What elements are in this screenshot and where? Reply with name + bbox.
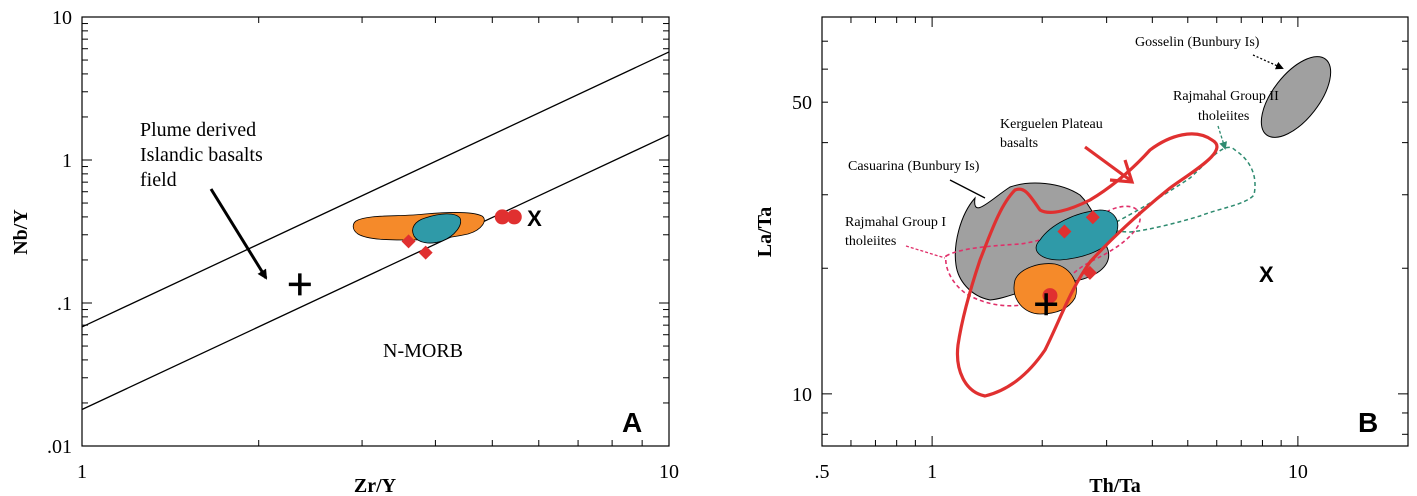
panel-b-marks: X	[1035, 210, 1274, 316]
teal-field	[412, 213, 462, 244]
y-tick-label: 1	[62, 150, 72, 172]
casuarina-arrow	[949, 179, 986, 199]
rajmahal-1-line-2: tholeiites	[845, 234, 896, 249]
plume-field-label: Plume derived Islandic basalts field	[140, 119, 268, 191]
panel-b-ylabel: La/Ta	[754, 207, 776, 257]
y-tick-label: 50	[792, 92, 812, 114]
panel-a: 1 10 10 1 .1 .01 Plume derived Islandic basal…	[10, 7, 679, 496]
plume-field-line-1: Plume derived	[140, 119, 256, 141]
diamond-point	[1057, 224, 1072, 239]
diamond-point	[418, 245, 433, 260]
x-point-label: X	[1259, 262, 1274, 287]
x-tick-label: 1	[77, 461, 87, 483]
y-tick-label: .01	[47, 436, 72, 458]
kerguelen-label: Kerguelen Plateau basalts	[1000, 117, 1106, 151]
x-tick-label: 10	[659, 461, 679, 483]
gosselin-field	[1260, 56, 1332, 138]
diamond-point	[1082, 265, 1097, 280]
plume-field-arrow	[209, 188, 268, 280]
rajmahal-2-arrow	[1217, 125, 1227, 150]
panel-a-frame	[81, 16, 670, 447]
panel-b-ticks: .5 1 10 50 10	[792, 16, 1409, 483]
plume-field-line-3: field	[140, 169, 177, 191]
panel-b-xlabel: Th/Ta	[1089, 475, 1141, 496]
x-tick-label: .5	[815, 461, 830, 483]
gosselin-arrow	[1252, 54, 1284, 70]
panel-a-ticks: 1 10 10 1 .1 .01	[47, 7, 679, 483]
panel-b-frame	[821, 16, 1409, 447]
rajmahal-2-line-1: Rajmahal Group II	[1173, 89, 1279, 104]
panel-a-label: A	[622, 407, 642, 438]
rajmahal-group-1-field	[945, 205, 1141, 307]
y-tick-label: 10	[792, 384, 812, 406]
panel-a-marks: X	[288, 206, 542, 296]
plus-point	[1035, 293, 1058, 316]
kerguelen-line-1: Kerguelen Plateau	[1000, 117, 1103, 132]
plus-point	[288, 273, 311, 296]
plume-field-line-2: Islandic basalts	[140, 144, 263, 166]
casuarina-label: Casuarina (Bunbury Is)	[848, 159, 980, 174]
orange-field-b	[1013, 263, 1077, 315]
upper-boundary-line	[81, 51, 670, 328]
panel-b-label: B	[1358, 407, 1378, 438]
lower-boundary-line	[81, 134, 670, 411]
circle-point	[494, 209, 510, 225]
gosselin-label: Gosselin (Bunbury Is)	[1135, 35, 1260, 50]
x-tick-label: 1	[927, 461, 937, 483]
kerguelen-arrow-shaft	[1084, 145, 1131, 182]
rajmahal-group-2-field	[1109, 146, 1256, 233]
panel-a-xlabel: Zr/Y	[354, 475, 397, 496]
y-tick-label: .1	[57, 293, 72, 315]
x-tick-label: 10	[1288, 461, 1308, 483]
y-tick-label: 10	[52, 7, 72, 29]
panel-a-ylabel: Nb/Y	[10, 209, 32, 255]
x-point-label: X	[527, 206, 542, 231]
circle-point	[506, 209, 522, 225]
rajmahal-2-line-2: tholeiites	[1198, 109, 1249, 124]
rajmahal-1-pointer	[905, 245, 946, 259]
panel-b: .5 1 10 50 10 Gosselin (Bunbury Is) Casuarin…	[754, 16, 1409, 496]
nmorb-label: N-MORB	[383, 340, 463, 362]
diamond-point	[1085, 210, 1100, 225]
diamond-point	[401, 234, 416, 249]
kerguelen-arrow-head	[1109, 159, 1135, 184]
kerguelen-line-2: basalts	[1000, 136, 1038, 151]
rajmahal-2-label: Rajmahal Group II tholeiites	[1173, 89, 1282, 124]
rajmahal-1-line-1: Rajmahal Group I	[845, 215, 946, 230]
kerguelen-field	[955, 132, 1219, 398]
rajmahal-1-label: Rajmahal Group I tholeiites	[845, 215, 950, 249]
